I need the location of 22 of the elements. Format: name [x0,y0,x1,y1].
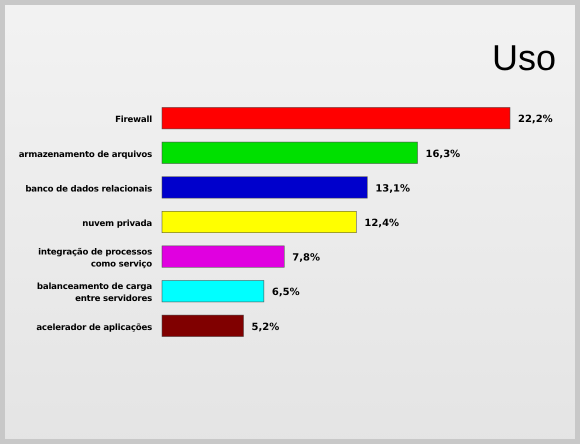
bar [162,211,357,233]
data-label: 6,5% [272,287,300,298]
y-tick-label: Firewall [115,115,152,126]
data-label: 22,2% [518,114,553,126]
bar [162,246,285,268]
data-label: 12,4% [364,218,400,229]
chart-title: Uso [492,37,556,78]
y-tick-label: nuvem privada [82,219,152,229]
data-label: 5,2% [252,322,280,333]
bar [162,176,368,198]
y-tick-label: integração de processos como serviço [38,248,152,270]
bar [162,142,418,164]
bar [162,280,264,302]
bar [162,107,510,130]
data-label: 7,8% [292,252,320,264]
y-tick-label: acelerador de aplicações [36,322,152,333]
data-label: 16,3% [426,148,460,160]
y-tick-label: armazenamento de arquivos [18,150,152,160]
bar [162,314,244,337]
data-label: 13,1% [375,183,410,194]
y-tick-label: banco de dados relacionais [25,184,152,194]
y-tick-label: balanceamento de carga entre servidores [36,282,152,304]
